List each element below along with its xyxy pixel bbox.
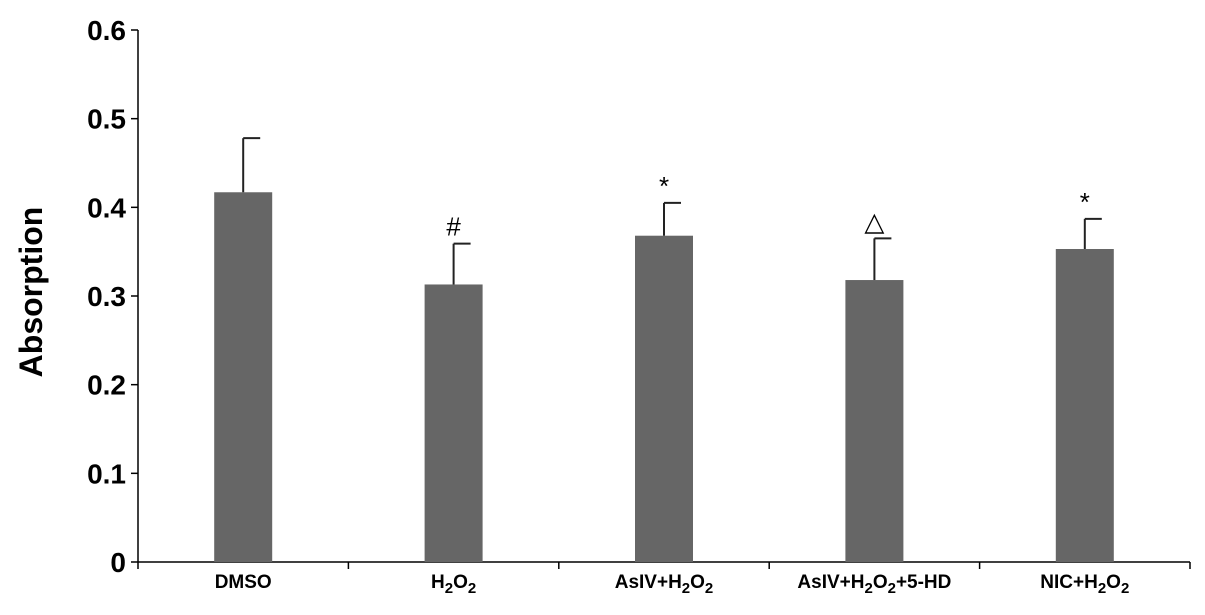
y-axis-title: Absorption xyxy=(13,207,49,378)
y-tick-label: 0.6 xyxy=(87,15,126,46)
bar xyxy=(1055,249,1114,563)
y-tick-label: 0.5 xyxy=(87,104,126,135)
x-category-label: NIC+H2O2 xyxy=(1040,572,1129,597)
significance-mark: * xyxy=(1080,187,1090,217)
category-labels: DMSO H2O2 AsIV+H2O2 AsIV+H2O2+5-HD NIC+H2O2 xyxy=(215,572,1130,597)
y-tick-label: 0.4 xyxy=(87,192,126,223)
significance-mark: # xyxy=(446,212,461,242)
x-category-label: H2O2 xyxy=(431,572,476,597)
significance-mark: △ xyxy=(864,206,884,236)
bars: # * △ * xyxy=(214,137,1114,563)
y-tick-label: 0.1 xyxy=(87,458,126,489)
bar xyxy=(845,280,904,562)
x-category-label: AsIV+H2O2+5-HD xyxy=(797,572,951,597)
bar xyxy=(214,192,273,562)
x-axis xyxy=(137,561,1191,569)
x-category-label: AsIV+H2O2 xyxy=(615,572,714,597)
y-tick-label: 0 xyxy=(110,547,126,578)
bar xyxy=(424,284,483,562)
y-tick-label: 0.3 xyxy=(87,281,126,312)
bar xyxy=(635,235,693,562)
y-axis: 0 0.1 0.2 0.3 0.4 0.5 0.6 xyxy=(87,15,139,578)
x-category-label: DMSO xyxy=(215,572,272,593)
y-tick-label: 0.2 xyxy=(87,370,126,401)
significance-mark: * xyxy=(659,171,669,201)
